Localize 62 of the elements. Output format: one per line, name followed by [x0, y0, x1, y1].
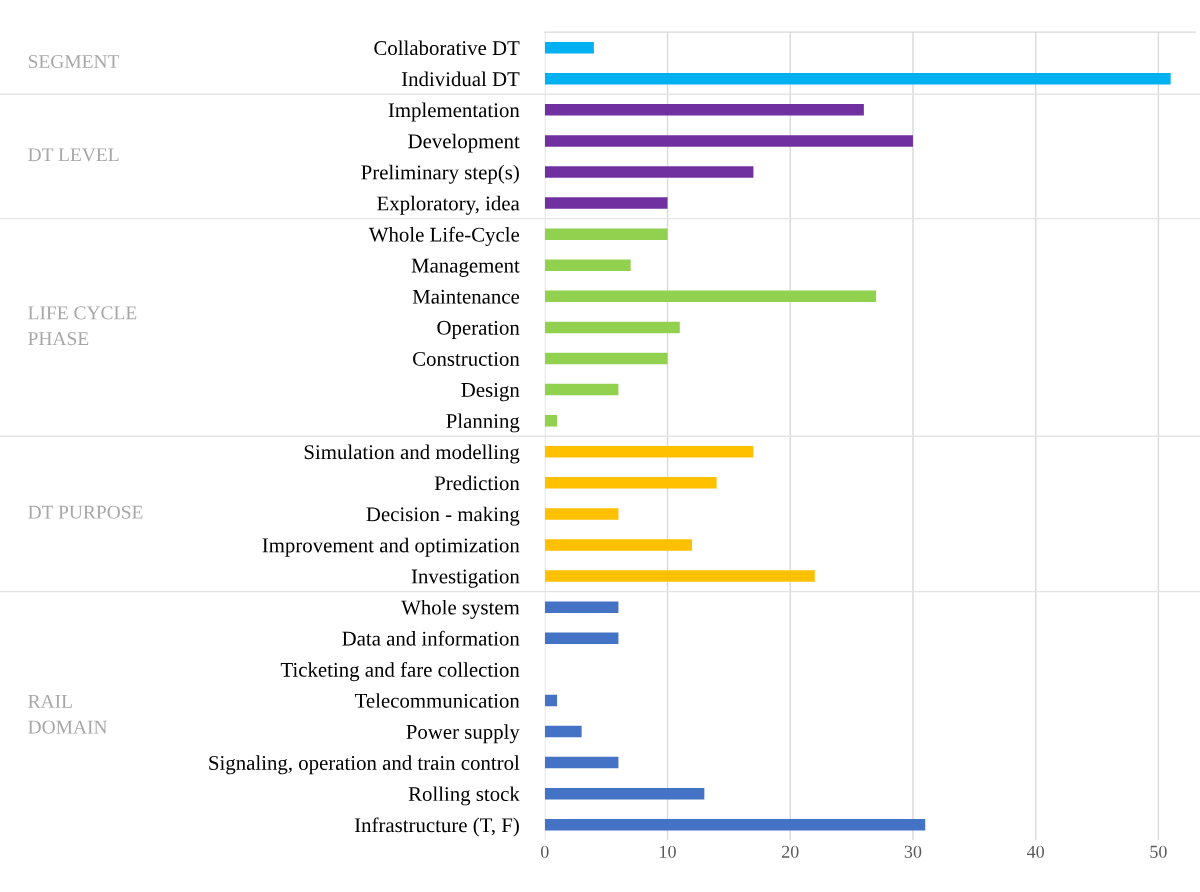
x-tick-label: 0 [540, 845, 549, 858]
x-tick-label: 20 [782, 845, 799, 858]
bar [544, 290, 877, 303]
y-tick-label: Implementation [388, 102, 520, 122]
bar [544, 694, 558, 707]
bar [544, 601, 619, 613]
y-tick-label: Simulation and modelling [304, 444, 520, 464]
y-tick-label: Operation [437, 320, 520, 340]
y-tick-label: Data and information [342, 630, 520, 646]
bar [544, 104, 864, 116]
x-tick-label: 30 [904, 845, 922, 858]
y-tick-label: Management [411, 258, 520, 277]
y-tick-label: Whole system [401, 599, 520, 619]
bar [544, 166, 754, 178]
bar [544, 445, 754, 458]
bar [544, 383, 619, 396]
bar [544, 135, 913, 147]
y-tick-label: Infrastructure (T, F) [354, 817, 519, 837]
text: DT PURPOSE [28, 505, 143, 519]
y-tick-label: Design [461, 382, 520, 402]
bar [544, 818, 926, 831]
text: RAIL DOMAIN [28, 694, 108, 734]
bar [544, 259, 631, 271]
y-tick-label: Power supply [406, 724, 520, 744]
bar [544, 72, 1171, 85]
y-tick-label: Investigation [411, 569, 520, 588]
bar [544, 508, 619, 520]
y-tick-label: Development [408, 133, 520, 153]
bar [544, 321, 680, 334]
bar [544, 197, 668, 209]
y-tick-label: Signaling, operation and train control [209, 755, 520, 775]
y-tick-label: Prediction [434, 475, 520, 491]
y-tick-label: Rolling stock [408, 786, 520, 806]
bar [544, 352, 668, 365]
bar [544, 477, 717, 489]
x-tick-label: 40 [1026, 845, 1045, 858]
text: LIFE CYCLE PHASE [28, 306, 137, 346]
bar [544, 228, 668, 240]
y-tick-label: Whole Life-Cycle [368, 226, 520, 246]
y-tick-label: Preliminary step(s) [361, 164, 519, 184]
text: SEGMENT [28, 54, 120, 69]
y-tick-label: Improvement and optimization [262, 537, 520, 557]
bar [544, 632, 619, 644]
y-tick-label: Exploratory, idea [377, 195, 520, 215]
y-tick-label: Ticketing and fare collection [280, 661, 520, 682]
bar [544, 725, 582, 738]
text: DT LEVEL [28, 148, 119, 162]
bar [544, 41, 594, 54]
x-tick-label: 50 [1150, 845, 1167, 858]
y-tick-label: Decision - making [366, 506, 520, 526]
bar [544, 787, 705, 800]
bar [544, 570, 815, 582]
y-tick-label: Construction [413, 351, 520, 366]
y-tick-label: Individual DT [401, 71, 520, 87]
bar [544, 756, 619, 769]
y-tick-label: Collaborative DT [374, 40, 520, 56]
y-tick-label: Telecommunication [355, 693, 520, 708]
bar [544, 539, 693, 551]
y-tick-label: Maintenance [412, 289, 520, 304]
bar [544, 414, 558, 427]
x-tick-label: 10 [660, 845, 676, 858]
y-tick-label: Planning [446, 413, 520, 433]
